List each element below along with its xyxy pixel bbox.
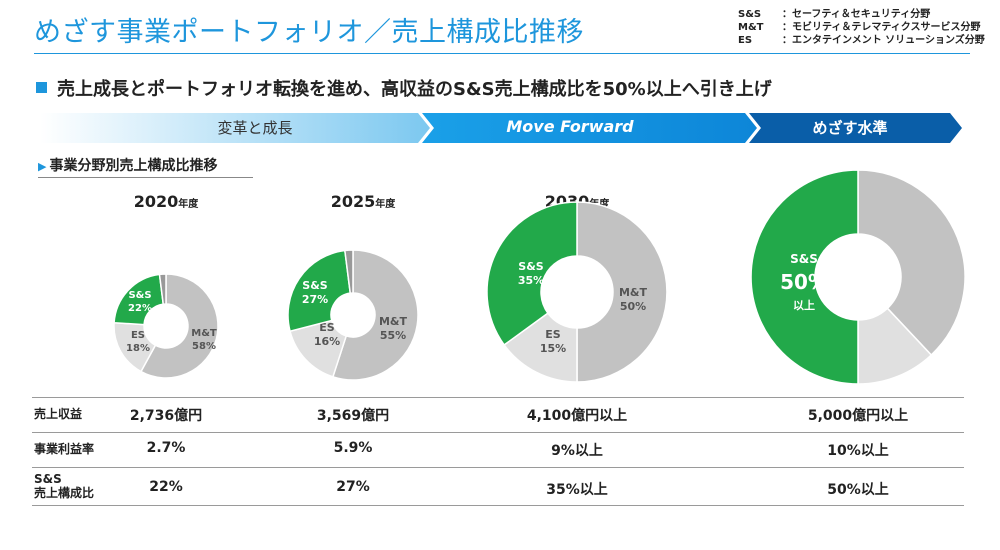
year-suffix: 年度 xyxy=(178,199,199,210)
slice-name-label: M&T xyxy=(379,315,408,328)
legend-desc: ：モビリティ＆テレマティクスサービス分野 xyxy=(782,22,981,33)
legend-key: S&S xyxy=(738,9,762,20)
pie-slice-ss xyxy=(287,249,352,333)
legend-row-ss: S&S ：セーフティ＆セキュリティ分野 xyxy=(738,8,985,21)
page-title: めざす事業ポートフォリオ／売上構成比推移 xyxy=(34,17,584,48)
slice-name-label: ES xyxy=(131,330,145,341)
table-cell: 4,100億円以上 xyxy=(526,408,628,424)
triangle-right-icon: ▶ xyxy=(38,160,47,173)
phase-arrow-band xyxy=(40,113,962,143)
table-cell: 5.9% xyxy=(333,440,373,456)
table-cell: 35%以上 xyxy=(546,482,608,498)
table-cell: 50%以上 xyxy=(827,482,889,498)
table-cell: 5,000億円以上 xyxy=(807,408,909,424)
table-cell: 2.7% xyxy=(146,440,186,456)
year-header-2025: 2025年度 xyxy=(283,192,443,211)
slice-value-label: 50% xyxy=(780,270,828,294)
legend-row-es: ES ：エンタテインメント ソリューションズ分野 xyxy=(738,34,985,47)
slice-value-label: 16% xyxy=(314,335,340,348)
legend-key: M&T xyxy=(738,22,764,33)
headline-text: 売上成長とポートフォリオ転換を進め、高収益のS&S売上構成比を50%以上へ引き上… xyxy=(57,79,772,100)
headline: 売上成長とポートフォリオ転換を進め、高収益のS&S売上構成比を50%以上へ引き上… xyxy=(36,75,772,101)
pie-slice-mt xyxy=(139,273,219,379)
table-cell: 27% xyxy=(336,479,370,495)
pie-slice-other xyxy=(344,249,354,295)
slice-value-label: 22% xyxy=(128,303,152,314)
pie-slice-ss xyxy=(750,169,859,385)
table-rule xyxy=(32,432,964,433)
table-cell: 22% xyxy=(149,479,183,495)
table-row-label: S&S 売上構成比 xyxy=(34,472,95,500)
year-number: 2020 xyxy=(133,192,179,211)
slice-name-label: M&T xyxy=(191,328,217,339)
slice-name-label: M&T xyxy=(619,286,648,299)
section-label: ▶ 事業分野別売上構成比推移 xyxy=(38,155,217,175)
year-suffix: 年度 xyxy=(375,199,396,210)
table-row-label: 事業利益率 xyxy=(34,442,95,456)
abbreviation-legend: S&S ：セーフティ＆セキュリティ分野 M&T ：モビリティ＆テレマティクスサービス… xyxy=(738,8,985,47)
pie-slice-other xyxy=(158,273,167,306)
slice-name-label: ES xyxy=(319,321,335,334)
title-divider xyxy=(34,53,970,54)
phase-arrow-3 xyxy=(749,113,962,143)
phase-label-2: Move Forward xyxy=(506,117,634,136)
slice-value-label: 35% xyxy=(518,274,544,287)
slice-value-label: 50% xyxy=(620,300,646,313)
slice-name-label: ES xyxy=(545,328,561,341)
slice-value-label: 58% xyxy=(192,341,216,352)
section-label-text: 事業分野別売上構成比推移 xyxy=(49,158,218,174)
legend-desc: ：セーフティ＆セキュリティ分野 xyxy=(782,9,931,20)
table-rule-top xyxy=(32,397,964,398)
phase-arrow-1 xyxy=(40,113,430,143)
year-number: 2025 xyxy=(330,192,376,211)
table-row-label: 売上収益 xyxy=(34,407,83,421)
phase-label-1: 変革と成長 xyxy=(217,119,293,137)
slice-name-label: S&S xyxy=(518,260,544,273)
table-rule xyxy=(32,467,964,468)
table-rule-bottom xyxy=(32,505,964,506)
slice-name-label: S&S xyxy=(302,279,328,292)
slice-sublabel: 以上 xyxy=(793,298,815,312)
phase-arrow-2 xyxy=(422,113,757,143)
slice-value-label: 55% xyxy=(380,329,406,342)
phase-label-3: めざす水準 xyxy=(812,119,888,137)
pie-slice-ss xyxy=(486,201,578,346)
legend-row-mt: M&T ：モビリティ＆テレマティクスサービス分野 xyxy=(738,21,985,34)
table-cell: 3,569億円 xyxy=(316,408,390,424)
section-underline xyxy=(38,177,253,178)
legend-desc: ：エンタテインメント ソリューションズ分野 xyxy=(782,35,985,46)
table-cell: 9%以上 xyxy=(551,443,603,459)
slice-value-label: 15% xyxy=(540,342,566,355)
slice-name-label: S&S xyxy=(790,252,818,266)
pie-slice-mt xyxy=(331,249,419,381)
slice-name-label: S&S xyxy=(128,290,151,301)
year-header-2020: 2020年度 xyxy=(86,192,246,211)
slice-value-label: 27% xyxy=(302,293,328,306)
bullet-square-icon xyxy=(36,82,47,93)
table-cell: 10%以上 xyxy=(827,443,889,459)
pie-slice-mt xyxy=(576,201,668,383)
slice-value-label: 18% xyxy=(126,343,150,354)
legend-key: ES xyxy=(738,35,753,46)
pie-slice-other xyxy=(857,169,966,357)
table-cell: 2,736億円 xyxy=(129,408,203,424)
